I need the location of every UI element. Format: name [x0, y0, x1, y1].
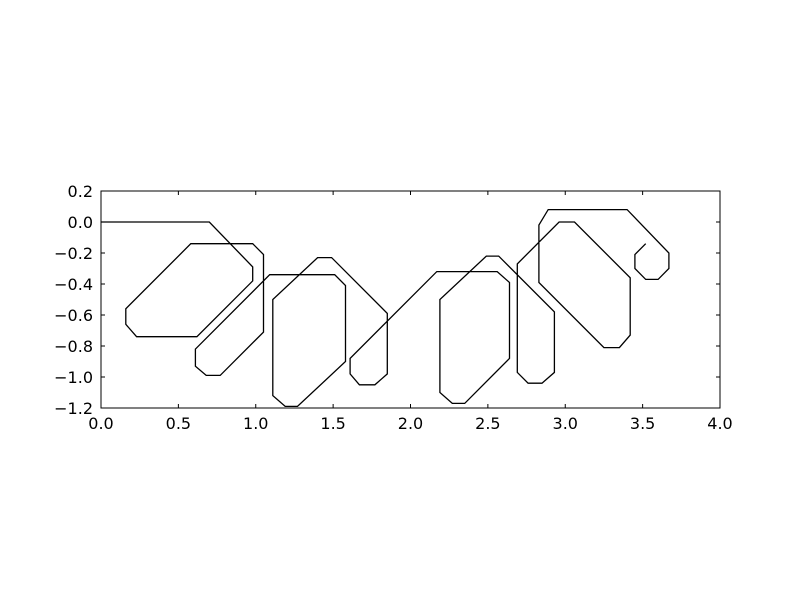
- y-tick-label: −0.8: [54, 337, 93, 356]
- y-tick-label: −1.2: [54, 399, 93, 418]
- x-tick-label: 3.0: [553, 414, 578, 433]
- x-tick-label: 1.5: [320, 414, 345, 433]
- axes-frame: [100, 190, 721, 409]
- y-tick-label: −0.6: [54, 306, 93, 325]
- x-tick-label: 0.5: [166, 414, 191, 433]
- x-tick-label: 4.0: [707, 414, 732, 433]
- y-tick-label: −0.2: [54, 244, 93, 263]
- x-tick-label: 0.0: [88, 414, 113, 433]
- x-tick-label: 1.0: [243, 414, 268, 433]
- y-tick-label: 0.0: [68, 213, 93, 232]
- x-tick-label: 2.5: [475, 414, 500, 433]
- y-tick-label: −1.0: [54, 368, 93, 387]
- x-tick-label: 3.5: [630, 414, 655, 433]
- y-tick-label: −0.4: [54, 275, 93, 294]
- plot-area: [101, 208, 670, 408]
- y-tick-label: 0.2: [68, 182, 93, 201]
- series-line-0: [101, 208, 670, 408]
- x-axis: 0.0 0.5 1.0 1.5 2.0 2.5 3.0 3.5 4.0: [88, 191, 733, 433]
- y-axis: 0.2 0.0 −0.2 −0.4 −0.6 −0.8 −1.0 −1.2: [54, 182, 720, 418]
- x-tick-label: 2.0: [398, 414, 423, 433]
